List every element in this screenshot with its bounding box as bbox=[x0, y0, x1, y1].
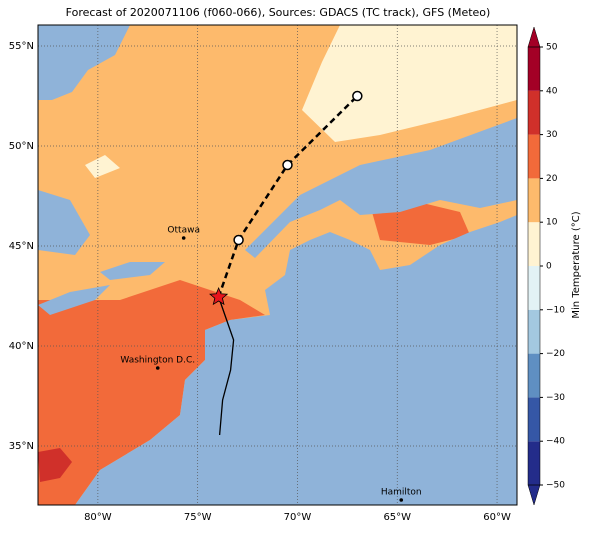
colorbar-segment bbox=[528, 134, 540, 179]
forecast-point bbox=[233, 234, 244, 246]
colorbar-tick-label: 40 bbox=[546, 86, 558, 96]
colorbar-segment bbox=[528, 178, 540, 223]
colorbar-tick-label: −20 bbox=[546, 349, 565, 359]
lat-tick-label: 55°N bbox=[9, 41, 34, 52]
colorbar-segment bbox=[528, 441, 540, 485]
storm-position bbox=[209, 286, 229, 306]
city-dot bbox=[399, 498, 404, 502]
lake bbox=[38, 285, 110, 315]
lake bbox=[38, 190, 90, 255]
colorbar-label: Min Temperature (°C) bbox=[571, 211, 582, 318]
forecast-point bbox=[352, 90, 363, 102]
colorbar-extend bbox=[527, 484, 541, 506]
observed-track bbox=[218, 296, 235, 436]
lon-tick-label: 60°W bbox=[483, 512, 511, 523]
gulf bbox=[245, 118, 517, 258]
colorbar-tick-label: −10 bbox=[546, 305, 565, 315]
lon-tick-label: 75°W bbox=[184, 512, 212, 523]
colorbar-tick-label: −30 bbox=[546, 393, 565, 403]
lake bbox=[100, 262, 165, 280]
title: Forecast of 2020071106 (f060-066), Sourc… bbox=[66, 6, 491, 19]
colorbar-segment bbox=[528, 353, 540, 398]
colorbar-extend bbox=[527, 26, 541, 48]
forecast-track bbox=[217, 95, 359, 298]
lat-tick-label: 35°N bbox=[9, 441, 34, 452]
lon-tick-label: 65°W bbox=[383, 512, 411, 523]
cool-region bbox=[302, 25, 517, 142]
lon-tick-label: 80°W bbox=[84, 512, 112, 523]
colorbar-tick-label: 30 bbox=[546, 130, 558, 140]
lat-tick-label: 40°N bbox=[9, 341, 34, 352]
map-frame bbox=[37, 24, 518, 506]
colorbar-segment bbox=[528, 266, 540, 310]
colorbar-tick-label: 0 bbox=[546, 262, 552, 272]
lat-tick-label: 50°N bbox=[9, 141, 34, 152]
cool-region bbox=[85, 155, 120, 178]
city-label: Ottawa bbox=[167, 226, 200, 236]
colorbar-segment bbox=[528, 90, 540, 135]
city-label: Hamilton bbox=[381, 488, 422, 498]
bay bbox=[38, 25, 130, 100]
lon-tick-label: 70°W bbox=[284, 512, 312, 523]
colorbar-tick-label: 10 bbox=[546, 218, 558, 228]
city-label: Washington D.C. bbox=[120, 356, 195, 366]
colorbar-tick-label: 50 bbox=[546, 43, 558, 53]
forecast-point bbox=[282, 159, 293, 171]
colorbar-tick-label: 20 bbox=[546, 174, 558, 184]
map: Ottawa Washington D.C. Hamilton bbox=[38, 25, 517, 505]
city-dot bbox=[181, 236, 186, 240]
ocean bbox=[75, 215, 517, 505]
colorbar-tick-label: −50 bbox=[546, 481, 565, 491]
city-dot bbox=[155, 366, 160, 370]
colorbar-segment bbox=[528, 309, 540, 354]
hot-region bbox=[38, 448, 72, 482]
colorbar-tick-label: −40 bbox=[546, 437, 565, 447]
lat-tick-label: 45°N bbox=[9, 241, 34, 252]
colorbar-segment bbox=[528, 222, 540, 266]
colorbar-segment bbox=[528, 397, 540, 442]
warm-region bbox=[38, 280, 265, 505]
colorbar-segment bbox=[528, 47, 540, 91]
